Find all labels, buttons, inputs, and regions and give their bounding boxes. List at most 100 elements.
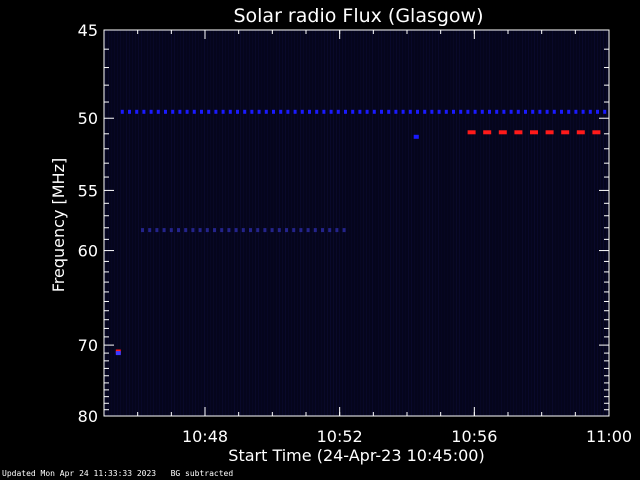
noise-streak	[135, 30, 136, 416]
band-50mhz-dash	[344, 109, 347, 114]
burst-51mhz-dash	[576, 130, 585, 135]
band-50mhz-dash	[394, 109, 398, 114]
noise-streak	[141, 30, 142, 416]
noise-streak	[426, 30, 427, 416]
noise-streak	[288, 30, 289, 416]
bg-subtracted-label: BG subtracted	[170, 469, 234, 478]
band-50mhz-dash	[149, 109, 153, 114]
band-50mhz-dash	[538, 109, 542, 114]
noise-streak	[453, 30, 454, 416]
noise-streak	[108, 30, 109, 416]
spot-51mhz	[413, 134, 419, 139]
y-tick-label: 55	[78, 181, 98, 200]
noise-streak	[120, 30, 121, 416]
noise-streak	[183, 30, 184, 416]
noise-streak	[189, 30, 190, 416]
noise-streak	[480, 30, 481, 416]
noise-streak	[510, 30, 511, 416]
noise-streak	[105, 30, 106, 416]
burst-51mhz-dash	[467, 130, 476, 135]
noise-streak	[438, 30, 439, 416]
band-50mhz-dash	[250, 109, 254, 114]
band-50mhz-dash	[243, 109, 247, 114]
noise-streak	[543, 30, 544, 416]
band-50mhz-dash	[272, 109, 275, 114]
y-tick-label: 60	[78, 242, 98, 261]
band-50mhz-dash	[185, 109, 189, 114]
burst-51mhz-dash	[561, 130, 570, 135]
noise-streak	[366, 30, 367, 416]
noise-streak	[297, 30, 298, 416]
noise-streak	[561, 30, 562, 416]
band-50mhz-dash	[596, 109, 599, 114]
noise-streak	[216, 30, 217, 416]
noise-streak	[432, 30, 433, 416]
noise-streak	[156, 30, 157, 416]
noise-streak	[171, 30, 172, 416]
band-50mhz-dash	[430, 109, 434, 114]
noise-streak	[354, 30, 355, 416]
noise-streak	[201, 30, 202, 416]
noise-streak	[159, 30, 160, 416]
band-50mhz-dash	[214, 109, 218, 114]
noise-streak	[255, 30, 256, 416]
noise-streak	[507, 30, 508, 416]
noise-streak	[444, 30, 445, 416]
band-50mhz-dash	[603, 109, 607, 114]
band-58mhz-dash	[342, 228, 346, 233]
band-50mhz-dash	[264, 109, 268, 114]
noise-streak	[582, 30, 583, 416]
noise-streak	[369, 30, 370, 416]
noise-streak	[501, 30, 502, 416]
noise-streak	[276, 30, 277, 416]
noise-streak	[204, 30, 205, 416]
noise-streak	[138, 30, 139, 416]
x-tick-label: 10:48	[182, 427, 228, 446]
noise-streak	[465, 30, 466, 416]
footer: Updated Mon Apr 24 11:33:33 2023 BG subt…	[2, 469, 233, 478]
noise-streak	[282, 30, 283, 416]
noise-streak	[567, 30, 568, 416]
band-50mhz-dash	[178, 109, 182, 114]
band-50mhz-dash	[308, 109, 311, 114]
band-50mhz-dash	[444, 109, 448, 114]
noise-streak	[144, 30, 145, 416]
noise-streak	[459, 30, 460, 416]
band-58mhz-dash	[277, 228, 281, 233]
noise-streak	[483, 30, 484, 416]
noise-streak	[153, 30, 154, 416]
band-50mhz-dash	[372, 109, 376, 114]
noise-streak	[531, 30, 532, 416]
noise-streak	[423, 30, 424, 416]
noise-streak	[378, 30, 379, 416]
noise-streak	[516, 30, 517, 416]
noise-streak	[231, 30, 232, 416]
x-tick-label: 10:52	[317, 427, 363, 446]
noise-streak	[525, 30, 526, 416]
band-50mhz-dash	[156, 109, 160, 114]
band-50mhz-dash	[358, 109, 362, 114]
band-58mhz-dash	[321, 228, 324, 233]
noise-streak	[405, 30, 406, 416]
band-50mhz-dash	[164, 109, 167, 114]
band-58mhz-dash	[155, 228, 159, 233]
noise-streak	[420, 30, 421, 416]
noise-streak	[513, 30, 514, 416]
noise-streak	[342, 30, 343, 416]
noise-streak	[570, 30, 571, 416]
band-50mhz-dash	[480, 109, 484, 114]
noise-streak	[294, 30, 295, 416]
noise-streak	[450, 30, 451, 416]
noise-streak	[351, 30, 352, 416]
noise-streak	[258, 30, 259, 416]
band-58mhz-dash	[177, 228, 180, 233]
band-50mhz-dash	[279, 109, 283, 114]
noise-streak	[540, 30, 541, 416]
band-50mhz-dash	[228, 109, 232, 114]
band-50mhz-dash	[560, 109, 563, 114]
noise-streak	[522, 30, 523, 416]
noise-streak	[207, 30, 208, 416]
noise-streak	[195, 30, 196, 416]
band-50mhz-dash	[401, 109, 405, 114]
